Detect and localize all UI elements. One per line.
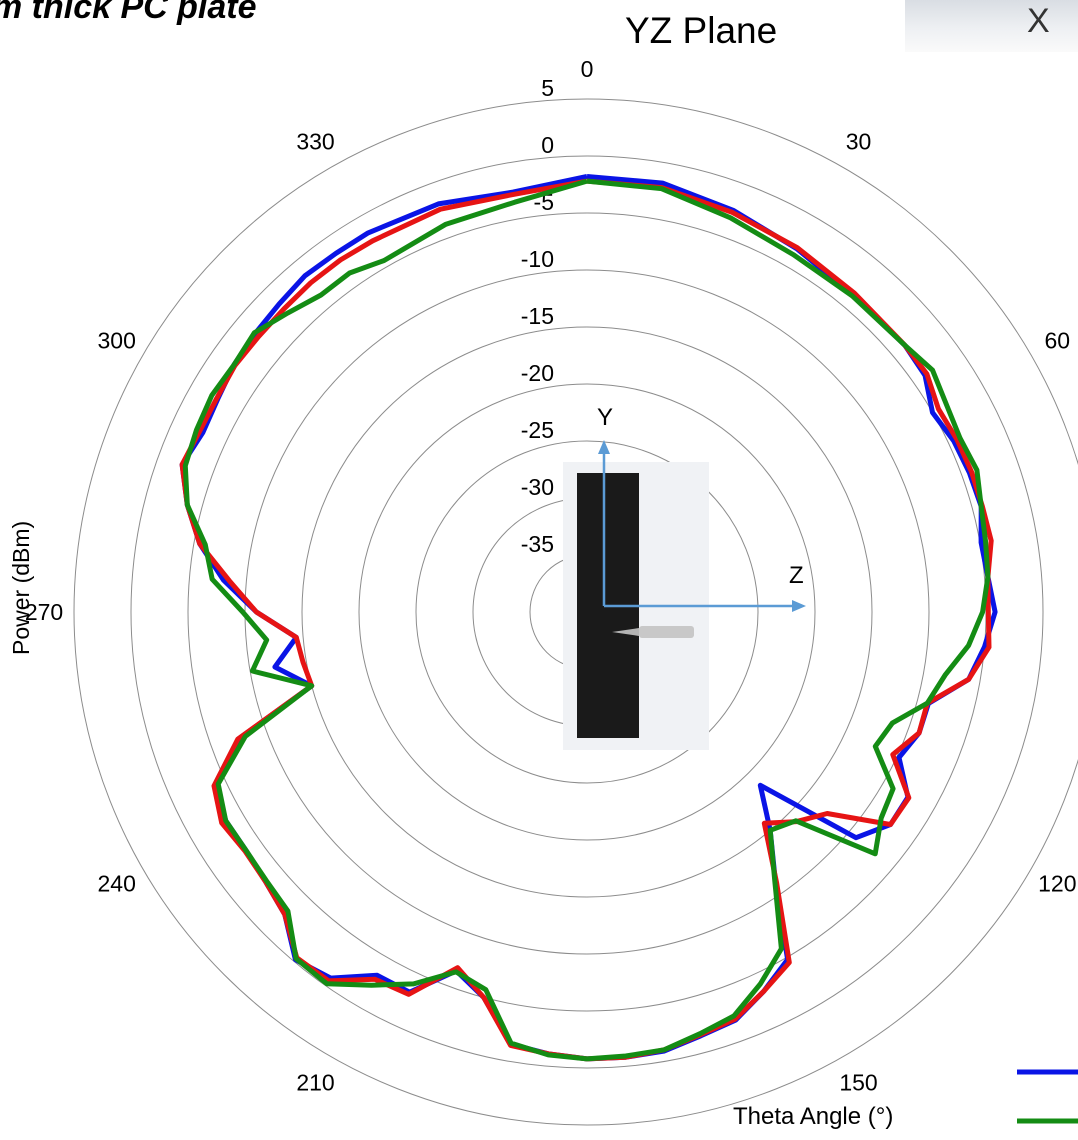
inset-y-label: Y <box>597 404 613 431</box>
close-icon[interactable]: X <box>1027 2 1050 40</box>
radial-tick-label: -10 <box>521 246 554 272</box>
radial-tick-label: 5 <box>541 75 554 101</box>
radial-tick-label: -35 <box>521 531 554 557</box>
angle-tick-label: 270 <box>25 599 63 625</box>
device-probe-tip <box>612 628 639 636</box>
angle-tick-label: 150 <box>839 1069 877 1095</box>
y-arrowhead <box>598 440 610 454</box>
grid-ring-4 <box>301 326 873 898</box>
angle-tick-labels: 03060120150180210240270300330 <box>25 56 1077 1095</box>
z-arrowhead <box>792 600 806 612</box>
inset-z-label: Z <box>789 562 804 589</box>
radial-tick-label: -30 <box>521 474 554 500</box>
angle-tick-label: 330 <box>296 129 334 155</box>
device-inset: Y Z <box>563 404 806 750</box>
angle-tick-label: 240 <box>98 871 136 897</box>
radial-tick-label: -25 <box>521 417 554 443</box>
angle-tick-label: 210 <box>296 1069 334 1095</box>
page-heading: m thick PC plate <box>0 0 257 26</box>
grid-ring-5 <box>358 383 816 841</box>
grid-ring-6 <box>415 440 759 784</box>
legend <box>1017 1069 1078 1124</box>
radial-tick-labels: 50-5-10-15-20-25-30-35 <box>521 75 554 557</box>
y-axis-label: Power (dBm) <box>8 520 34 655</box>
angle-tick-label: 0 <box>581 56 594 82</box>
angle-tick-label: 120 <box>1038 871 1076 897</box>
x-axis-label: Theta Angle (°) <box>733 1103 894 1130</box>
chart-title: YZ Plane <box>625 10 778 51</box>
angle-tick-label: 30 <box>846 129 872 155</box>
grid-ring-1 <box>130 155 1044 1069</box>
radial-tick-label: -20 <box>521 360 554 386</box>
angle-tick-label: 300 <box>98 328 136 354</box>
close-button-background <box>905 0 1078 52</box>
grid-ring-0 <box>73 98 1078 1126</box>
angle-tick-label: 60 <box>1045 328 1071 354</box>
radial-tick-label: 0 <box>541 132 554 158</box>
radial-tick-label: -15 <box>521 303 554 329</box>
device-probe <box>639 626 694 638</box>
series-lines <box>179 174 998 1062</box>
series-line-2 <box>182 178 991 1062</box>
polar-grid <box>73 98 1078 1126</box>
